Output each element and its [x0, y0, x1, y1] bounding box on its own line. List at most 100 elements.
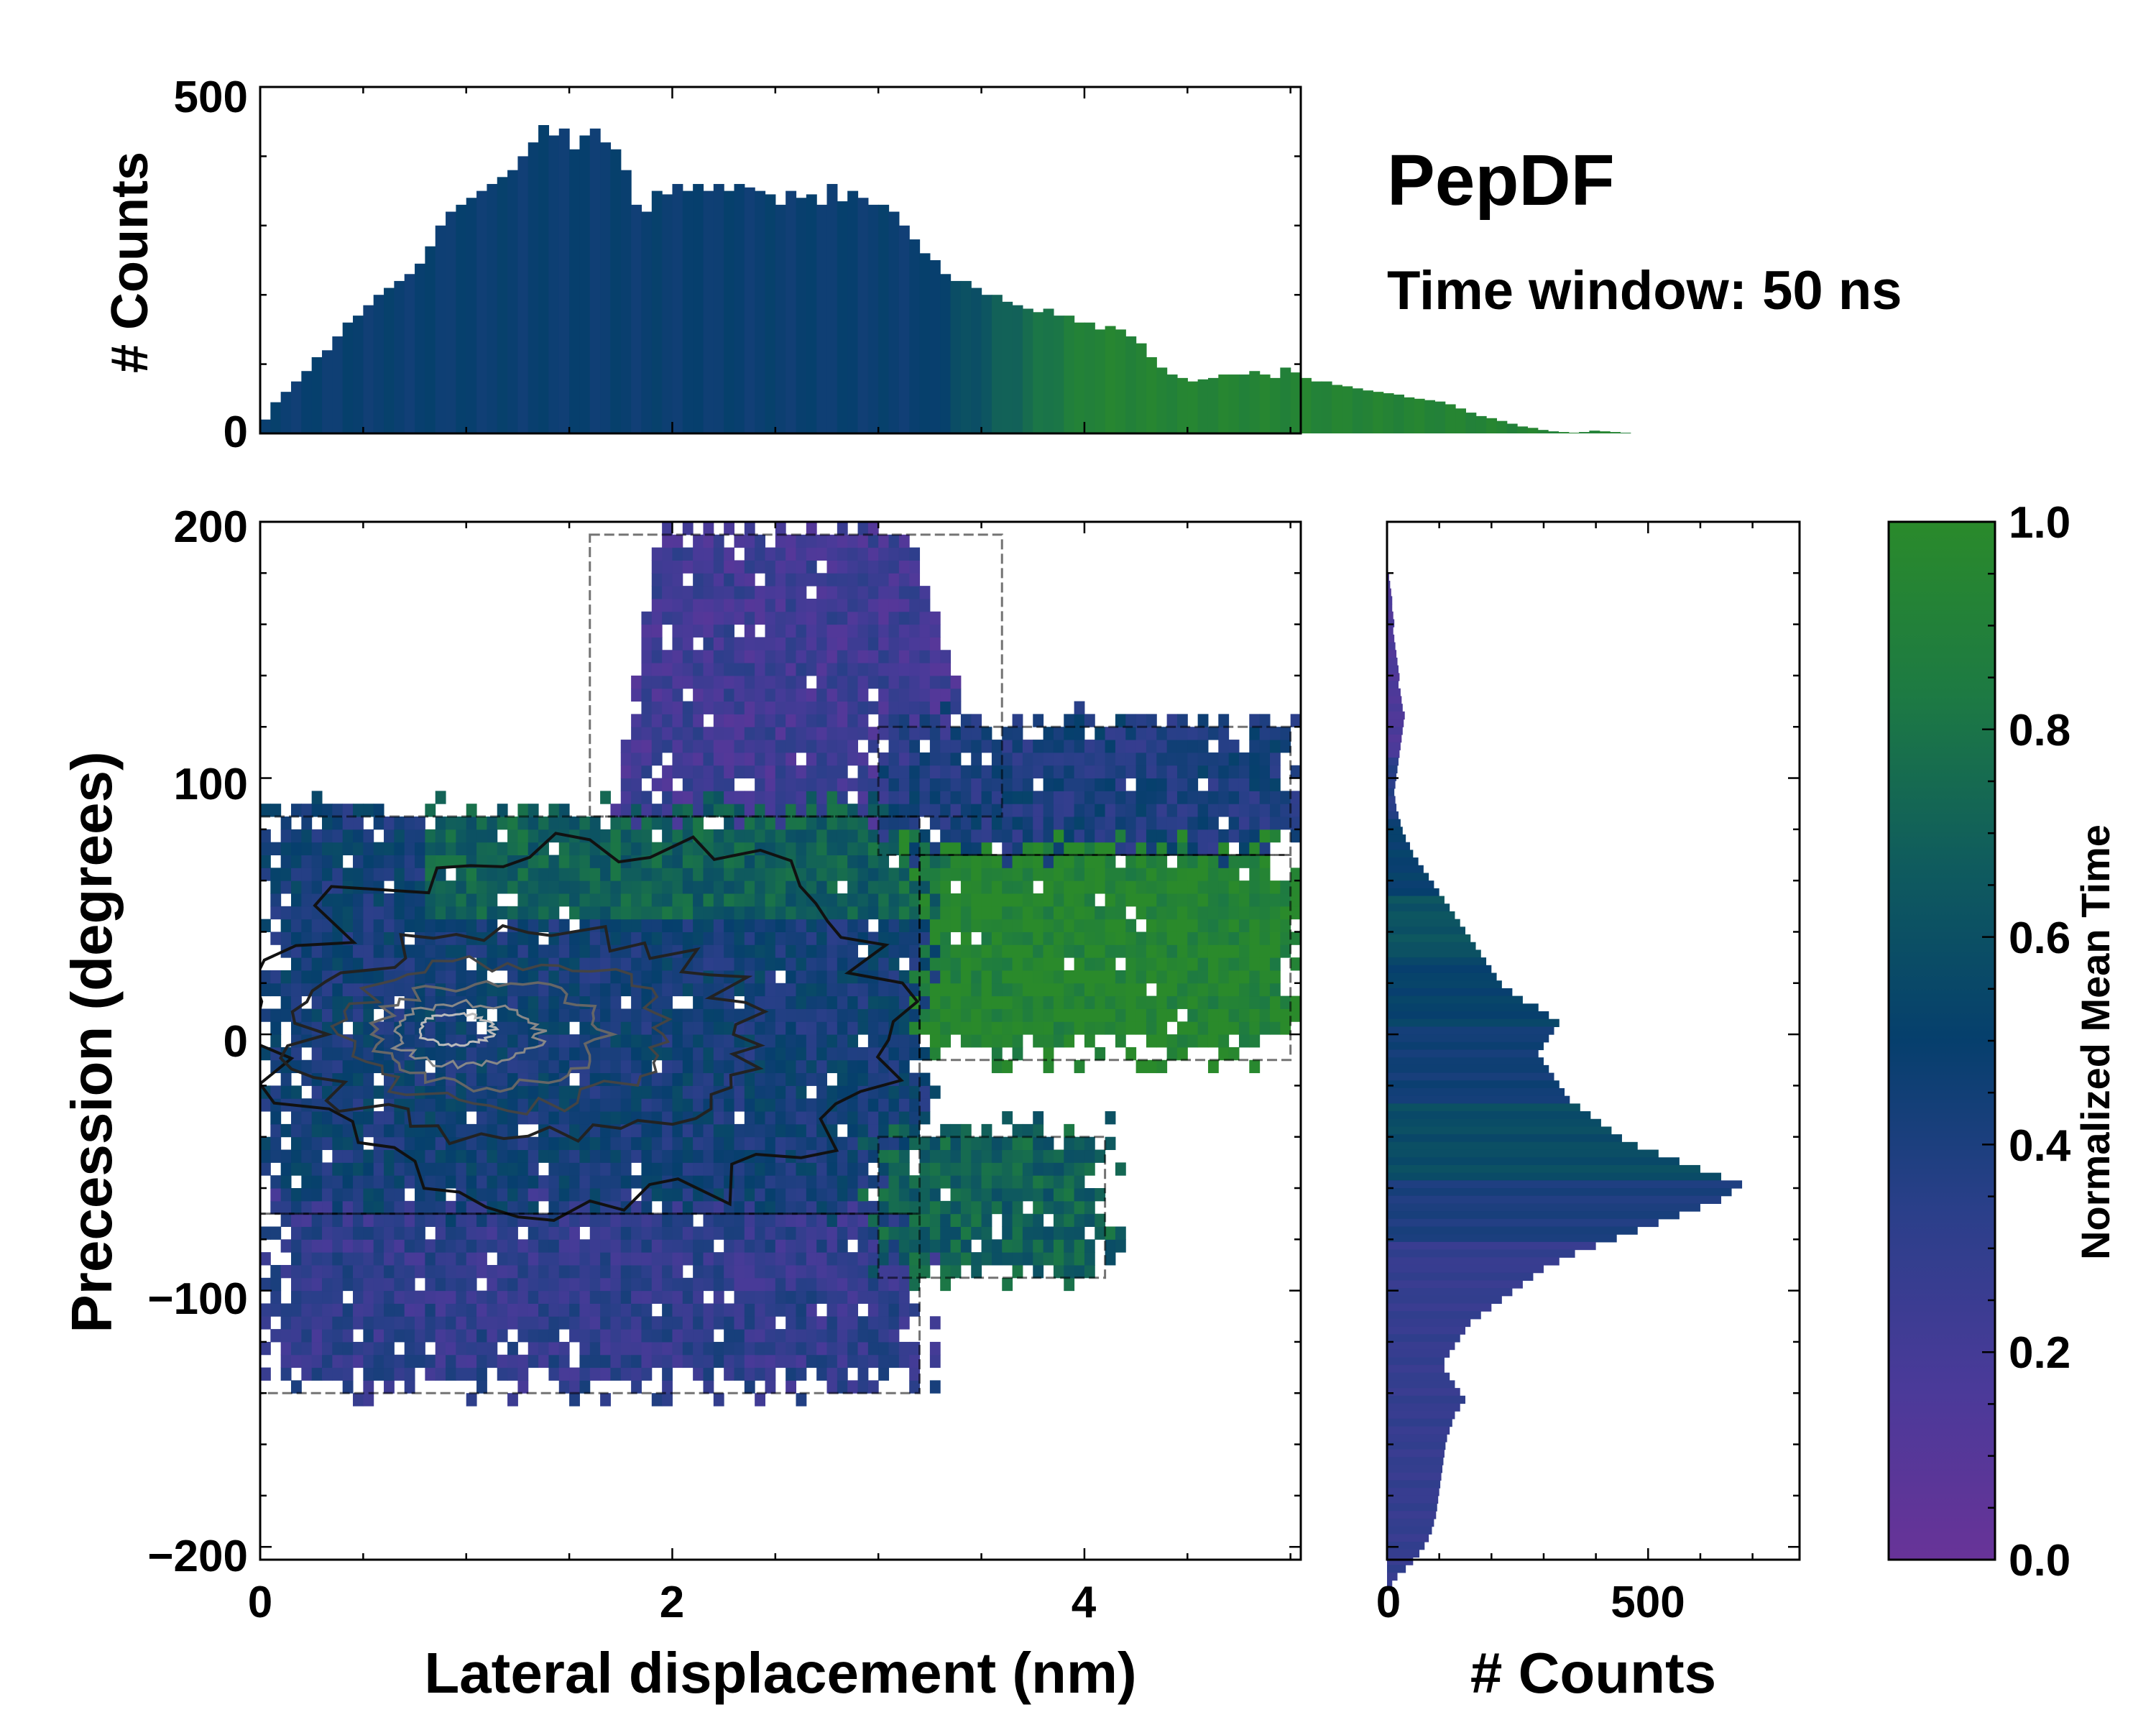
heatmap-cell: [816, 573, 828, 586]
heatmap-cell: [867, 829, 879, 843]
right-histogram-bar: [1387, 1272, 1534, 1281]
heatmap-cell: [775, 688, 786, 702]
heatmap-cell: [981, 740, 992, 753]
heatmap-cell: [837, 816, 848, 830]
heatmap-cell: [1290, 829, 1301, 843]
heatmap-cell: [466, 1239, 477, 1253]
heatmap-cell: [600, 1341, 611, 1356]
heatmap-cell: [1084, 1252, 1095, 1266]
heatmap-cell: [950, 1226, 962, 1240]
heatmap-cell: [847, 829, 859, 843]
heatmap-cell: [1043, 1136, 1054, 1151]
heatmap-cell: [1187, 906, 1199, 920]
heatmap-cell: [816, 1136, 828, 1151]
heatmap-cell: [991, 778, 1003, 791]
heatmap-cell: [342, 1162, 354, 1176]
heatmap-cell: [466, 1162, 477, 1176]
heatmap-cell: [435, 1316, 446, 1330]
heatmap-cell: [703, 1111, 714, 1125]
top-histogram-bar: [857, 198, 869, 433]
heatmap-cell: [816, 547, 828, 561]
heatmap-cell: [280, 1264, 292, 1279]
heatmap-cell: [693, 1264, 704, 1279]
heatmap-cell: [755, 688, 765, 702]
heatmap-cell: [1012, 1021, 1023, 1035]
heatmap-cell: [1197, 740, 1209, 753]
right-histogram-bar: [1387, 934, 1471, 943]
heatmap-cell: [734, 1072, 745, 1086]
heatmap-cell: [631, 1149, 642, 1163]
heatmap-cell: [1033, 893, 1044, 907]
heatmap-cell: [847, 1008, 859, 1022]
heatmap-cell: [1156, 944, 1168, 958]
heatmap-cell: [1135, 983, 1147, 997]
heatmap-cell: [528, 1226, 539, 1240]
heatmap-cell: [1176, 714, 1188, 727]
heatmap-cell: [806, 983, 817, 997]
heatmap-cell: [311, 1200, 323, 1215]
heatmap-cell: [394, 1252, 405, 1266]
heatmap-cell: [610, 1008, 622, 1022]
heatmap-cell: [1259, 970, 1271, 984]
heatmap-cell: [878, 1188, 890, 1202]
heatmap-cell: [631, 1316, 642, 1330]
heatmap-cell: [898, 663, 910, 676]
heatmap-cell: [682, 1162, 694, 1176]
heatmap-cell: [548, 1149, 560, 1163]
heatmap-cell: [847, 1175, 859, 1189]
top-histogram-bar: [425, 246, 436, 433]
heatmap-cell: [1002, 1034, 1013, 1048]
heatmap-cell: [734, 932, 745, 945]
heatmap-cell: [1269, 983, 1281, 997]
heatmap-cell: [476, 1226, 487, 1240]
heatmap-cell: [1053, 1034, 1064, 1048]
heatmap-cell: [517, 804, 529, 817]
heatmap-cell: [786, 1239, 797, 1253]
heatmap-cell: [558, 816, 570, 830]
heatmap-cell: [1218, 893, 1230, 907]
heatmap-cell: [456, 919, 467, 932]
heatmap-cell: [929, 1239, 941, 1253]
heatmap-cell: [1022, 880, 1033, 894]
heatmap-cell: [898, 842, 910, 856]
heatmap-cell: [775, 1111, 786, 1125]
heatmap-cell: [280, 816, 292, 830]
heatmap-cell: [693, 1021, 704, 1035]
heatmap-cell: [497, 1136, 508, 1151]
heatmap-cell: [404, 970, 415, 984]
right-histogram-bar: [1387, 1118, 1601, 1128]
heatmap-cell: [867, 765, 879, 779]
heatmap-cell: [517, 983, 529, 997]
heatmap-cell: [1176, 970, 1188, 984]
heatmap-cell: [641, 1008, 653, 1022]
heatmap-cell: [1269, 752, 1281, 766]
heatmap-cell: [301, 1111, 313, 1125]
heatmap-cell: [744, 740, 755, 753]
heatmap-cell: [734, 919, 745, 932]
heatmap-cell: [497, 1316, 508, 1330]
heatmap-cell: [456, 893, 467, 907]
heatmap-cell: [755, 778, 765, 791]
heatmap-cell: [734, 1136, 745, 1151]
heatmap-cell: [384, 868, 395, 881]
heatmap-cell: [898, 1059, 910, 1074]
heatmap-cell: [662, 1316, 673, 1330]
heatmap-cell: [878, 675, 890, 689]
heatmap-cell: [888, 829, 900, 843]
heatmap-cell: [786, 1175, 797, 1189]
heatmap-cell: [1259, 995, 1271, 1009]
heatmap-cell: [755, 970, 765, 984]
right-histogram-bar: [1387, 1241, 1596, 1251]
heatmap-cell: [1207, 727, 1219, 740]
heatmap-cell: [311, 1277, 323, 1292]
heatmap-cell: [744, 522, 755, 535]
heatmap-cell: [929, 752, 941, 766]
heatmap-cell: [826, 1290, 838, 1304]
heatmap-cell: [796, 534, 807, 548]
heatmap-cell: [1228, 957, 1240, 971]
heatmap-cell: [744, 573, 755, 586]
heatmap-cell: [672, 957, 683, 971]
heatmap-cell: [301, 880, 313, 894]
heatmap-cell: [1166, 842, 1178, 856]
top-histogram-bar: [301, 371, 313, 433]
